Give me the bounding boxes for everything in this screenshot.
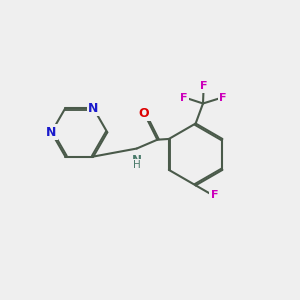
Text: N: N [132, 154, 142, 167]
Text: N: N [46, 126, 56, 139]
Text: F: F [180, 93, 188, 103]
Text: F: F [211, 190, 218, 200]
Text: O: O [139, 107, 149, 120]
Text: F: F [219, 93, 227, 103]
Text: F: F [200, 81, 207, 91]
Text: H: H [133, 160, 141, 170]
Text: N: N [88, 102, 98, 115]
